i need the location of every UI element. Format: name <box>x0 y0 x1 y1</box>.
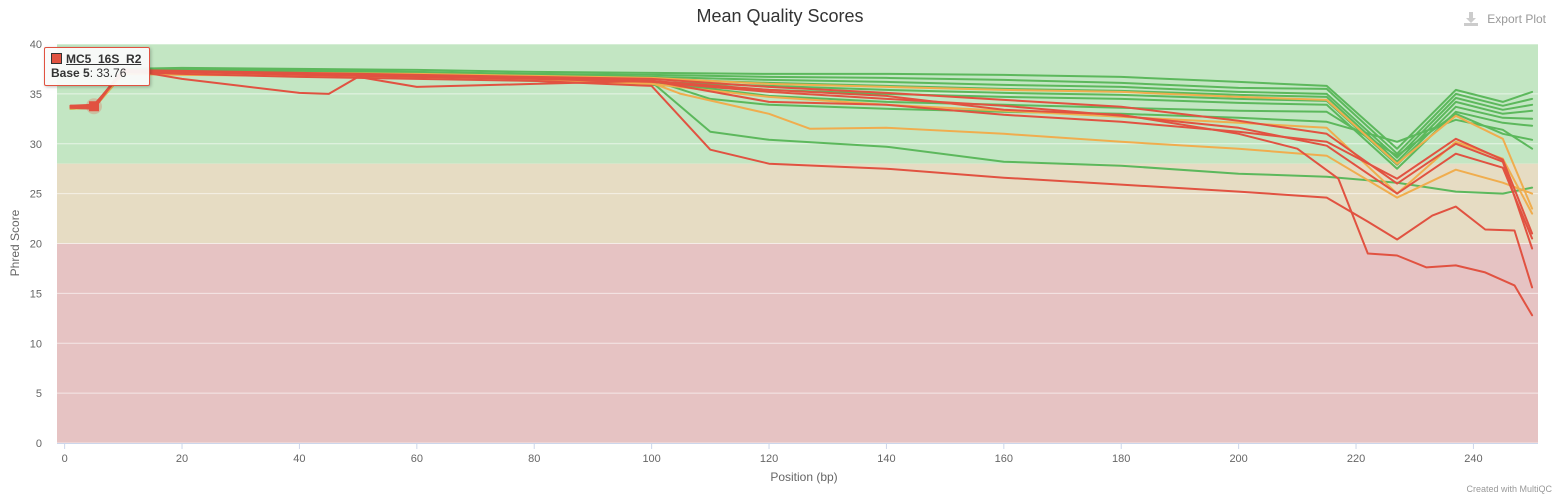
multiqc-credit: Created with MultiQC <box>1466 484 1552 494</box>
hover-point-marker[interactable] <box>88 101 99 112</box>
x-tick-label: 160 <box>995 453 1013 465</box>
x-tick-label: 180 <box>1112 453 1130 465</box>
x-tick-label: 120 <box>760 453 778 465</box>
x-tick-label: 20 <box>176 453 188 465</box>
quality-band-1 <box>57 163 1538 244</box>
x-tick-label: 40 <box>293 453 305 465</box>
export-plot-button[interactable]: Export Plot <box>1463 11 1546 27</box>
y-tick-label: 20 <box>30 239 42 251</box>
y-axis-label: Phred Score <box>8 209 22 276</box>
download-icon <box>1464 12 1479 26</box>
y-tick-label: 0 <box>36 438 42 450</box>
series-line-fail-16[interactable] <box>69 67 1534 235</box>
x-tick-label: 140 <box>877 453 895 465</box>
tooltip-base-label: Base 5 <box>51 66 90 80</box>
x-tick-label: 60 <box>411 453 423 465</box>
series-line-warn-11[interactable] <box>69 72 1534 215</box>
hover-tooltip: MC5_16S_R2 Base 5: 33.76 <box>44 47 151 86</box>
series-line-fail-15[interactable] <box>69 69 1534 240</box>
y-tick-label: 40 <box>30 39 42 51</box>
y-tick-label: 5 <box>36 388 42 400</box>
export-plot-label: Export Plot <box>1487 12 1546 26</box>
series-line-fail-12[interactable] <box>69 70 1534 289</box>
y-tick-label: 15 <box>30 288 42 300</box>
y-tick-label: 30 <box>30 139 42 151</box>
chart-title: Mean Quality Scores <box>696 6 864 26</box>
x-axis-label: Position (bp) <box>770 470 837 484</box>
x-tick-label: 100 <box>642 453 660 465</box>
x-tick-label: 80 <box>528 453 540 465</box>
y-tick-label: 10 <box>30 338 42 350</box>
x-tick-label: 240 <box>1464 453 1482 465</box>
sample-color-swatch <box>51 53 62 64</box>
x-tick-label: 0 <box>62 453 68 465</box>
tooltip-sample-name: MC5_16S_R2 <box>66 52 142 66</box>
tooltip-value: : 33.76 <box>89 66 127 80</box>
x-tick-label: 220 <box>1347 453 1365 465</box>
x-tick-label: 200 <box>1229 453 1247 465</box>
y-tick-label: 35 <box>30 89 42 101</box>
y-tick-label: 25 <box>30 189 42 201</box>
